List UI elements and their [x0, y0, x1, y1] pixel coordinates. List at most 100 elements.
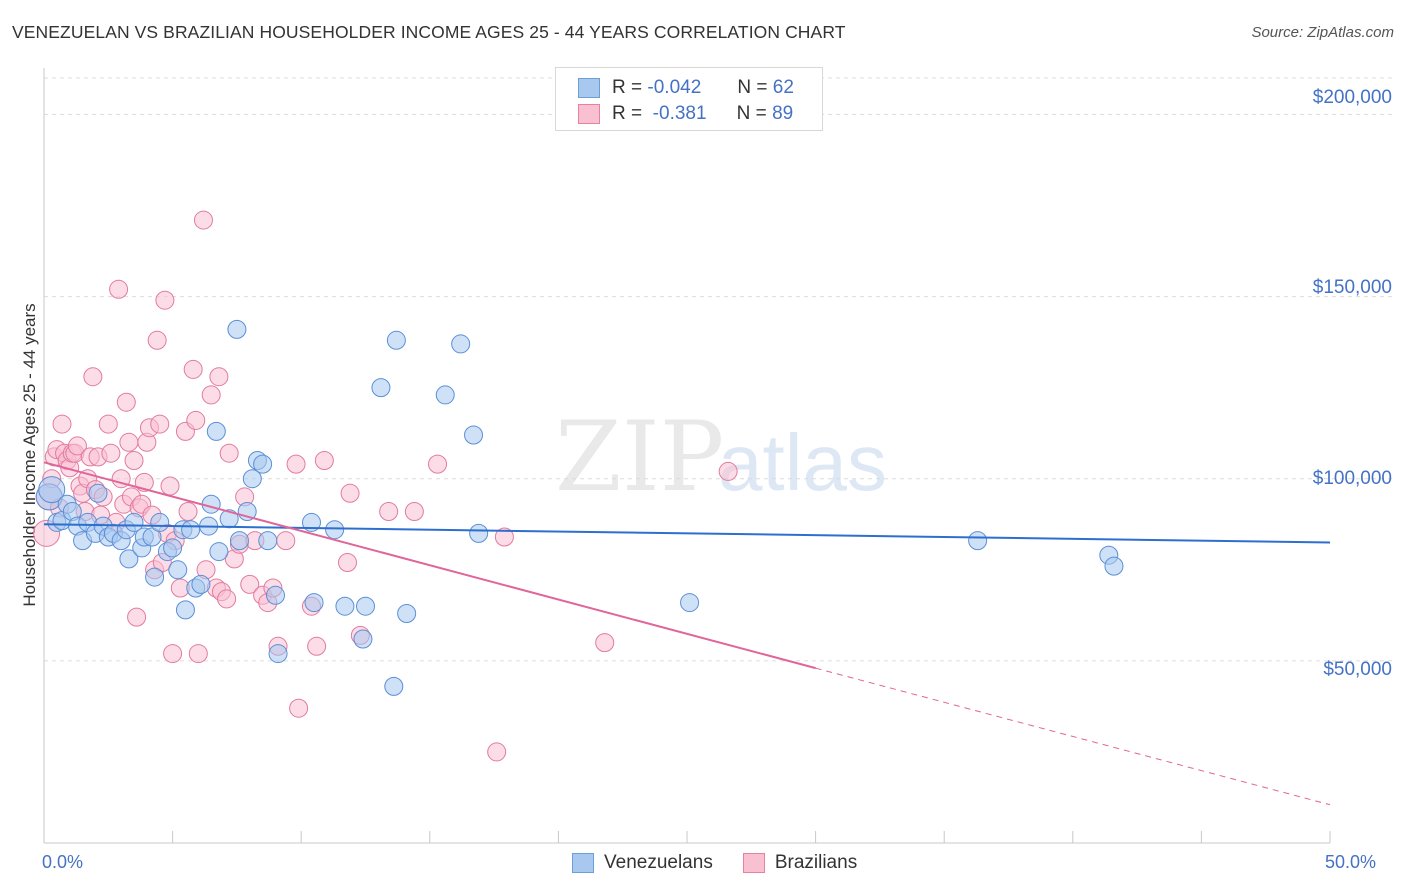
venezuelan-point: [1104, 556, 1124, 576]
venezuelan-point: [356, 596, 375, 616]
y-tick-label-100000: $100,000: [1312, 468, 1392, 489]
brazilian-point: [147, 330, 167, 350]
legend-r-value: -0.381: [652, 103, 707, 124]
legend-swatch-brazilians: [742, 853, 765, 873]
brazilian-point: [119, 432, 139, 452]
venezuelan-point: [145, 567, 165, 587]
brazilian-point: [219, 443, 239, 463]
legend-swatch-venezuelans: [572, 853, 594, 873]
brazilian-point: [404, 502, 424, 521]
venezuelan-point: [451, 334, 471, 354]
legend-row-brazilians: R = -0.381 N = 89: [578, 102, 793, 126]
venezuelan-point: [253, 454, 273, 474]
x-tick-label-min: 0.0%: [42, 852, 84, 872]
brazilian-point: [127, 607, 147, 627]
x-tick-label-max: 50.0%: [1325, 852, 1377, 872]
venezuelan-point: [38, 476, 66, 504]
brazilian-point: [150, 414, 170, 434]
venezuelan-point: [464, 425, 484, 445]
brazilian-point: [109, 279, 129, 299]
brazilian-point: [186, 410, 206, 430]
brazilian-point: [98, 414, 118, 434]
venezuelan-point: [119, 549, 139, 569]
venezuelan-point: [265, 585, 285, 605]
venezuelan-point: [242, 469, 262, 489]
venezuelan-point: [163, 538, 183, 558]
venezuelan-point: [206, 421, 226, 441]
venezuelan-point: [371, 378, 391, 398]
trend-line-brazilians-extrapolated: [815, 667, 1331, 806]
legend-label-venezuelans: Venezuelans: [604, 852, 713, 873]
brazilian-point: [314, 451, 334, 470]
series-legend: Venezuelans Brazilians: [572, 852, 887, 874]
brazilian-point: [193, 210, 213, 230]
brazilian-point: [289, 698, 309, 718]
brazilian-point: [101, 443, 121, 463]
legend-swatch-pink: [578, 104, 600, 124]
legend-r-label: R =: [612, 77, 643, 98]
brazilian-point: [337, 553, 357, 572]
trend-lines: [43, 461, 1331, 806]
brazilian-point: [487, 742, 507, 762]
brazilian-point: [340, 483, 360, 503]
watermark-atlas: atlas: [718, 418, 887, 507]
legend-item-venezuelans[interactable]: Venezuelans: [572, 852, 713, 874]
brazilian-point: [155, 290, 175, 310]
chart-title: VENEZUELAN VS BRAZILIAN HOUSEHOLDER INCO…: [12, 22, 846, 42]
brazilian-point: [83, 367, 103, 387]
venezuelan-point: [150, 512, 170, 532]
brazilian-point: [595, 633, 615, 653]
legend-label-brazilians: Brazilians: [774, 852, 858, 873]
venezuelan-point: [301, 512, 321, 532]
brazilian-point: [67, 436, 87, 456]
venezuelan-point: [386, 330, 406, 350]
watermark-zip: ZIP: [555, 401, 724, 513]
brazilian-point: [163, 644, 183, 664]
venezuelan-point: [304, 593, 324, 613]
legend-item-brazilians[interactable]: Brazilians: [742, 852, 858, 874]
brazilian-point: [209, 367, 229, 387]
brazilian-point: [116, 392, 136, 412]
venezuelan-point: [325, 520, 345, 540]
venezuelan-point: [168, 560, 188, 580]
venezuelan-point: [384, 676, 404, 696]
axes: [43, 68, 1331, 844]
gridlines: [44, 77, 1395, 662]
venezuelan-point: [968, 531, 988, 551]
brazilian-point: [494, 527, 514, 547]
legend-n-label: N =: [736, 103, 767, 124]
y-tick-label-150000: $150,000: [1312, 277, 1392, 298]
watermark: ZIP atlas: [555, 401, 887, 513]
brazilian-point: [124, 451, 144, 470]
legend-n-value: 89: [772, 103, 794, 124]
brazilian-point: [240, 574, 260, 594]
brazilian-point: [52, 414, 72, 434]
venezuelans-points: [35, 319, 1124, 696]
brazilian-point: [307, 636, 327, 656]
y-tick-label-50000: $50,000: [1323, 659, 1392, 680]
brazilian-point: [428, 454, 448, 474]
venezuelan-point: [124, 512, 144, 532]
source-credit: Source: ZipAtlas.com: [1251, 24, 1394, 41]
legend-row-venezuelans: R = -0.042 N = 62: [578, 76, 794, 100]
brazilian-point: [178, 502, 198, 521]
brazilian-point: [183, 359, 203, 379]
venezuelan-point: [181, 520, 201, 540]
brazilian-point: [718, 461, 738, 481]
brazilian-point: [379, 502, 399, 521]
venezuelan-point: [268, 644, 288, 664]
legend-n-label: N =: [737, 77, 768, 98]
trend-line-venezuelans: [43, 523, 1331, 544]
venezuelan-point: [209, 542, 229, 562]
venezuelan-point: [229, 531, 249, 551]
y-tick-label-200000: $200,000: [1312, 87, 1392, 108]
venezuelan-point: [335, 596, 355, 616]
venezuelan-point: [469, 523, 489, 543]
legend-r-label: R =: [612, 103, 643, 124]
venezuelan-point: [397, 604, 417, 623]
venezuelan-point: [258, 531, 278, 551]
correlation-legend: R = -0.042 N = 62 R = -0.381 N = 89: [555, 67, 823, 131]
brazilian-point: [188, 644, 208, 664]
legend-r-value: -0.042: [647, 77, 702, 98]
